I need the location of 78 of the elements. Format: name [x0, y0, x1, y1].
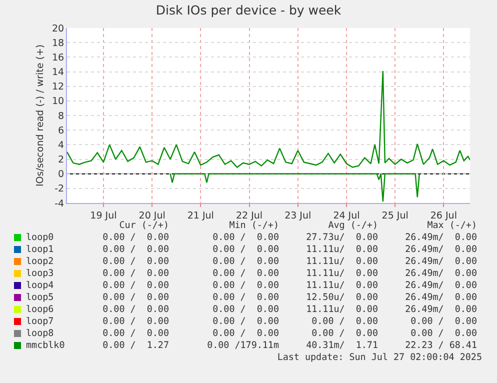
text: Max (-/+): [427, 220, 477, 231]
text: 11.11u/ 0.00: [306, 268, 378, 279]
text: 40.31m/ 1.71: [306, 340, 378, 351]
x-tick-label: 24 Jul: [333, 210, 360, 222]
text: 0.00 / 0.00: [212, 268, 279, 279]
text: 0.00 / 0.00: [102, 280, 169, 291]
text: 0.00 / 0.00: [212, 280, 279, 291]
legend-label: loop7: [26, 316, 54, 327]
text: 0.00 / 0.00: [102, 304, 169, 315]
y-tick-label: -2: [54, 184, 64, 195]
legend-label: loop6: [26, 304, 54, 315]
legend-label: loop8: [26, 328, 54, 339]
legend-label: loop1: [26, 244, 54, 255]
y-tick-label: 8: [58, 110, 64, 122]
y-tick-label: 2: [58, 154, 64, 166]
text: 26.49m/ 0.00: [405, 280, 477, 291]
text: 0.00 / 0.00: [102, 316, 169, 327]
text: 22.23 / 68.41: [405, 340, 477, 351]
text: 11.11u/ 0.00: [306, 256, 378, 267]
text: Cur (-/+): [119, 220, 169, 231]
legend-label: loop4: [26, 280, 54, 291]
x-tick-label: 19 Jul: [90, 210, 117, 222]
text: 11.11u/ 0.00: [306, 280, 378, 291]
text: 26.49m/ 0.00: [405, 268, 477, 279]
y-tick-label: 10: [52, 96, 64, 108]
text: 26.49m/ 0.00: [405, 304, 477, 315]
text: 0.00 / 0.00: [212, 256, 279, 267]
legend-label: mmcblk0: [26, 340, 65, 351]
legend-label: loop3: [26, 268, 54, 279]
text: 0.00 / 1.27: [102, 340, 169, 351]
text: 0.00 / 0.00: [102, 328, 169, 339]
y-tick-label: 12: [52, 82, 64, 93]
text: 26.49m/ 0.00: [405, 232, 477, 243]
legend-label: loop2: [26, 256, 54, 267]
x-tick-label: 25 Jul: [382, 210, 408, 222]
legend-label: loop5: [26, 292, 54, 303]
text: 11.11u/ 0.00: [306, 244, 378, 255]
text: Avg (-/+): [328, 220, 378, 231]
x-tick-label: 21 Jul: [187, 210, 214, 222]
text: 0.00 / 0.00: [212, 244, 279, 255]
text: 0.00 / 0.00: [102, 292, 169, 303]
y-axis-title: IOs/second read (-) / write (+): [35, 44, 46, 187]
text: Min (-/+): [229, 220, 279, 231]
x-tick-label: 22 Jul: [236, 210, 263, 222]
y-tick-label: 16: [52, 52, 64, 64]
x-tick-label: 23 Jul: [284, 210, 312, 222]
text: 0.00 / 0.00: [212, 328, 279, 339]
text: 0.00 / 0.00: [102, 268, 169, 279]
text: 0.00 / 0.00: [102, 244, 169, 255]
text: 0.00 /179.11m: [207, 340, 279, 351]
text: 0.00 / 0.00: [410, 316, 477, 327]
text: 0.00 / 0.00: [102, 232, 169, 243]
text: 26.49m/ 0.00: [405, 256, 477, 267]
text: 0.00 / 0.00: [102, 256, 169, 267]
text: 26.49m/ 0.00: [405, 244, 477, 255]
y-tick-label: 0: [58, 169, 64, 180]
text: 0.00 / 0.00: [212, 316, 279, 327]
text: 26.49m/ 0.00: [405, 292, 477, 303]
y-tick-label: -4: [54, 198, 64, 210]
y-tick-label: 4: [58, 140, 64, 151]
x-tick-label: 20 Jul: [138, 210, 166, 222]
text: 11.11u/ 0.00: [306, 304, 378, 315]
x-tick-label: 26 Jul: [430, 210, 457, 222]
y-tick-label: 14: [52, 67, 64, 78]
text: 0.00 / 0.00: [410, 328, 477, 339]
text: 0.00 / 0.00: [212, 292, 279, 303]
y-tick-label: 6: [58, 125, 64, 136]
text: 0.00 / 0.00: [312, 316, 378, 327]
text: 0.00 / 0.00: [212, 232, 279, 243]
text: 0.00 / 0.00: [312, 328, 378, 339]
text: 0.00 / 0.00: [212, 304, 279, 315]
y-tick-label: 20: [52, 23, 64, 34]
text: 27.73u/ 0.00: [306, 232, 378, 243]
text: 12.50u/ 0.00: [306, 292, 378, 303]
y-tick-label: 18: [52, 38, 64, 49]
chart-title: Disk IOs per device - by week: [156, 2, 342, 18]
legend-label: loop0: [26, 232, 54, 243]
text: Last update: Sun Jul 27 02:00:04 2025: [277, 352, 482, 363]
